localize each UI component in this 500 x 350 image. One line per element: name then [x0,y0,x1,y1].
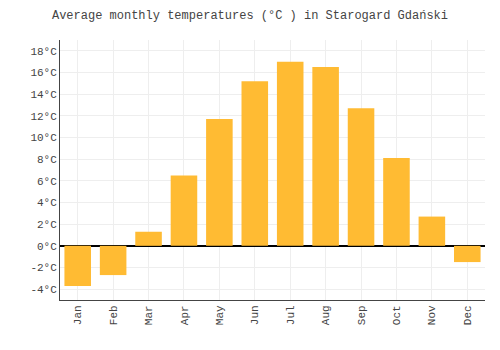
svg-text:Average monthly temperatures (: Average monthly temperatures (°C ) in St… [52,9,448,23]
svg-text:4°C: 4°C [37,197,57,209]
svg-text:8°C: 8°C [37,154,57,166]
svg-text:-2°C: -2°C [30,262,57,274]
svg-text:16°C: 16°C [30,67,57,79]
svg-text:Jan: Jan [72,305,84,325]
svg-text:2°C: 2°C [37,219,57,231]
svg-text:6°C: 6°C [37,176,57,188]
svg-text:Aug: Aug [320,305,332,325]
svg-text:14°C: 14°C [30,89,57,101]
svg-text:Sep: Sep [356,305,368,325]
svg-text:12°C: 12°C [30,111,57,123]
svg-text:Oct: Oct [391,305,403,325]
svg-text:Feb: Feb [108,305,120,325]
svg-text:10°C: 10°C [30,132,57,144]
svg-text:May: May [214,305,226,325]
svg-text:Apr: Apr [179,305,191,325]
svg-text:Mar: Mar [143,305,155,325]
svg-text:Jun: Jun [249,305,261,325]
svg-text:18°C: 18°C [30,46,57,58]
svg-text:Jul: Jul [285,305,297,325]
svg-text:Nov: Nov [426,305,438,325]
svg-text:Dec: Dec [462,305,474,325]
svg-text:-4°C: -4°C [30,284,57,296]
svg-text:0°C: 0°C [37,241,57,253]
